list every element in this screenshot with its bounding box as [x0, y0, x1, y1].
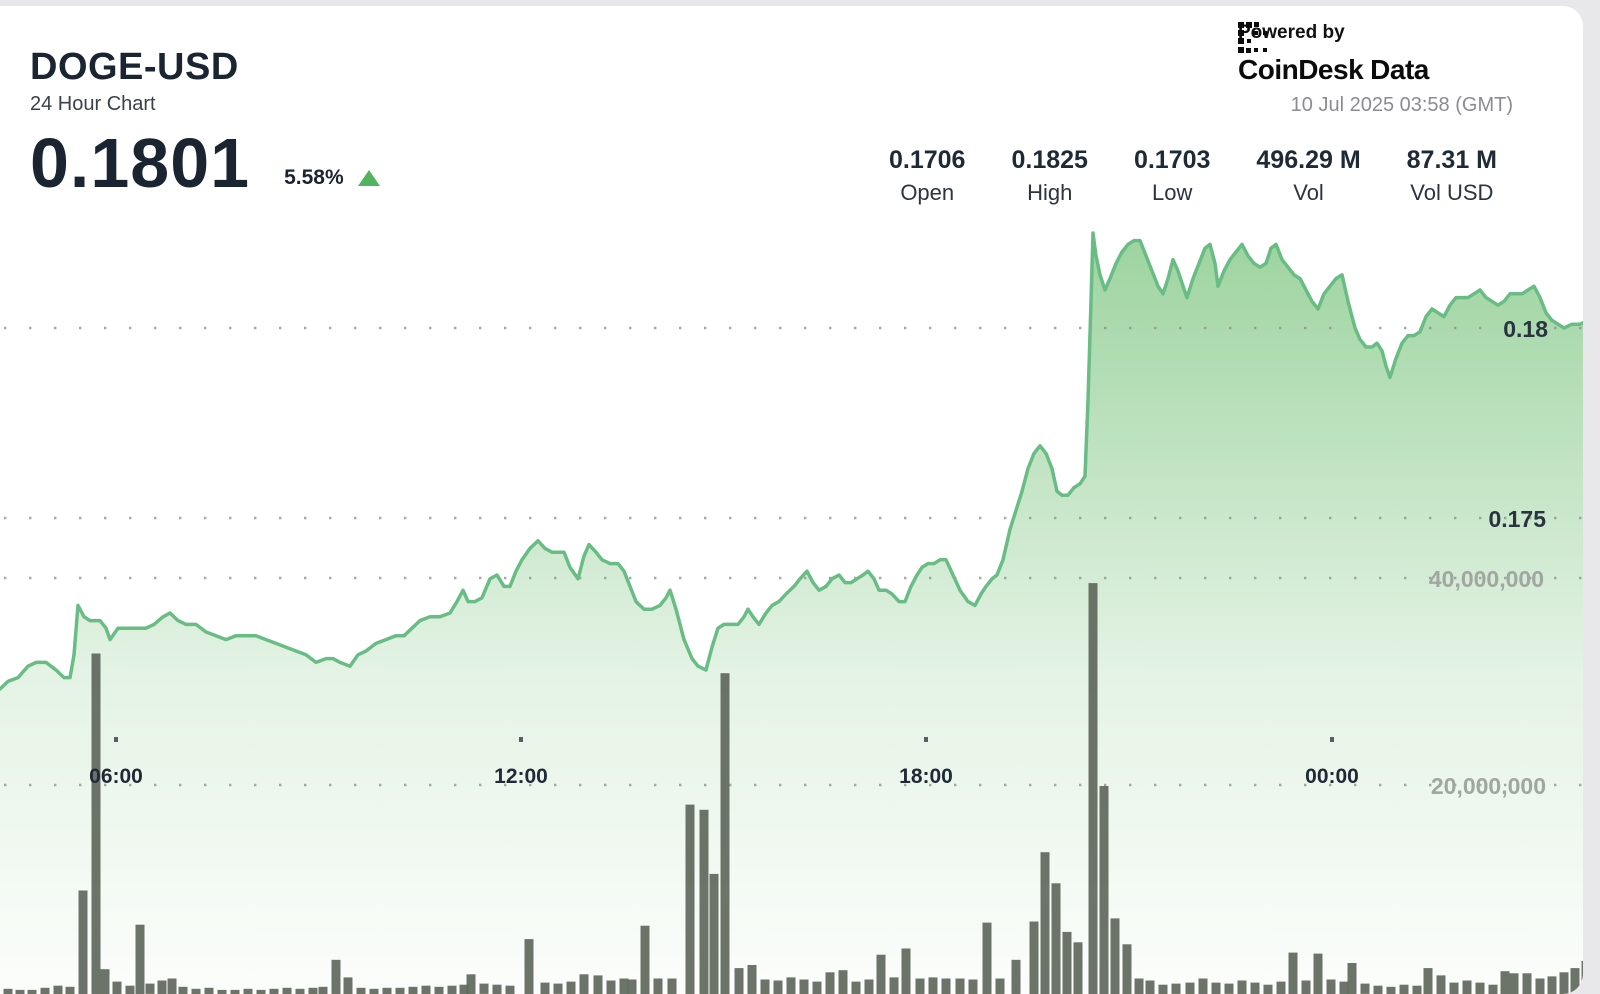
coindesk-data-logo[interactable]: CoinDesk Data: [1238, 22, 1513, 86]
current-price: 0.1801: [30, 124, 251, 202]
chart-card: 0.18 0.175 40,000,000 20,000,000 06:00 1…: [0, 6, 1583, 994]
time-axis-ticks: [114, 737, 1334, 742]
stat-vol-value: 496.29 M: [1256, 146, 1361, 174]
time-label-1200: 12:00: [494, 765, 548, 788]
stat-vol: 496.29 M Vol: [1256, 146, 1360, 206]
chart-timestamp: 10 Jul 2025 03:58 (GMT): [1290, 94, 1513, 116]
stat-vol-label: Vol: [1293, 180, 1324, 205]
time-label-0600: 06:00: [89, 765, 143, 788]
stat-vol-usd-value: 87.31 M: [1406, 146, 1497, 174]
chart-range-subtitle: 24 Hour Chart: [30, 93, 156, 115]
price-volume-chart[interactable]: 0.18 0.175 40,000,000 20,000,000 06:00 1…: [0, 6, 1583, 994]
stat-open-label: Open: [900, 180, 955, 205]
change-percent: 5.58%: [284, 166, 344, 189]
stat-high-label: High: [1027, 180, 1073, 205]
coindesk-logo-text: CoinDesk Data: [1238, 54, 1429, 85]
powered-by-label: Powered by: [1238, 22, 1345, 43]
stat-low: 0.1703 Low: [1134, 146, 1210, 206]
chart-canvas[interactable]: [0, 6, 1583, 994]
time-label-0000: 00:00: [1305, 765, 1359, 788]
ohlc-stats-row: 0.1706 Open 0.1825 High 0.1703 Low 496.2…: [889, 146, 1497, 206]
stat-low-value: 0.1703: [1133, 146, 1211, 174]
arrow-up-icon: [357, 170, 380, 186]
chart-header: DOGE-USD 24 Hour Chart: [30, 46, 239, 116]
time-label-1800: 18:00: [899, 765, 953, 788]
stat-open-value: 0.1706: [889, 146, 966, 174]
volume-bars: [3, 583, 1583, 994]
price-axis-label-018: 0.18: [1503, 316, 1548, 342]
pair-title: DOGE-USD: [30, 46, 239, 88]
stat-vol-usd-label: Vol USD: [1410, 180, 1494, 205]
stat-high: 0.1825 High: [1011, 146, 1087, 206]
current-price-row: 0.1801 5.58%: [30, 128, 380, 198]
volume-axis-label-20m: 20,000,000: [1430, 773, 1546, 799]
stat-low-label: Low: [1151, 180, 1193, 205]
price-axis-label-0175: 0.175: [1488, 506, 1546, 532]
stat-vol-usd: 87.31 M Vol USD: [1407, 146, 1497, 206]
price-area-fill: [0, 233, 1583, 994]
stat-high-value: 0.1825: [1011, 146, 1088, 174]
price-line: [0, 231, 1583, 691]
coindesk-logo-icon: [1238, 22, 1267, 53]
volume-axis-label-40m: 40,000,000: [1428, 566, 1544, 592]
stat-open: 0.1706 Open: [889, 146, 965, 206]
branding-block: Powered by CoinDesk Data 10 Jul 2025 03:5…: [1238, 22, 1513, 117]
